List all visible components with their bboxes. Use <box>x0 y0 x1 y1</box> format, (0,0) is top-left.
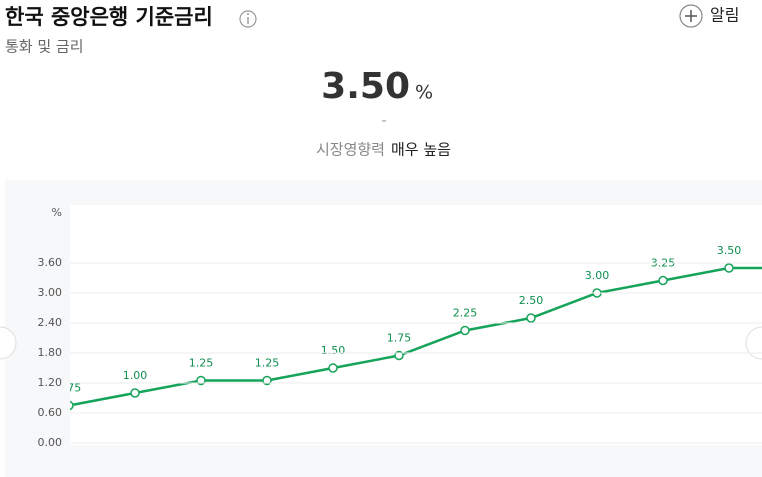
y-tick-label: 0.60 <box>38 406 63 419</box>
point <box>526 313 536 323</box>
title: 한국 중앙은행 기준금리 <box>5 5 213 29</box>
next-arrow[interactable] <box>745 326 762 360</box>
alert-button[interactable]: 알림 <box>679 4 739 28</box>
point <box>460 325 470 336</box>
data-label: 1.50 <box>321 344 346 357</box>
data-label: 1.00 <box>123 369 148 382</box>
data-label: 0.75 <box>57 382 82 395</box>
y-tick-label: 0.00 <box>38 436 63 449</box>
y-axis-label: % <box>52 206 62 219</box>
point <box>328 363 338 373</box>
data-label: 3.00 <box>585 269 610 282</box>
prev-arrow[interactable] <box>0 326 17 360</box>
data-label: 1.25 <box>255 357 280 370</box>
impact-label: 시장영향력 <box>316 141 385 159</box>
current-unit: % <box>415 82 433 104</box>
impact-value: 매우 높음 <box>391 141 451 159</box>
y-tick-label: 2.40 <box>38 316 63 329</box>
info-icon[interactable] <box>239 10 257 28</box>
y-tick-label: 3.00 <box>38 286 63 299</box>
data-label: 2.25 <box>453 307 478 320</box>
point <box>70 400 74 411</box>
y-tick-label: 1.80 <box>38 346 63 359</box>
alert-label: 알림 <box>710 6 739 25</box>
change: - <box>381 113 386 129</box>
data-label: 1.75 <box>387 332 412 345</box>
current-value: 3.50 <box>321 66 410 107</box>
point <box>724 263 734 273</box>
plot-area <box>70 205 762 445</box>
point <box>130 388 140 398</box>
point <box>658 275 668 286</box>
plot: '21.10.'21.11.'22.01.'22.02.'22.04.'22.0… <box>57 244 762 411</box>
y-tick-label: 3.60 <box>38 256 63 269</box>
data-label: 2.50 <box>519 294 544 307</box>
subtitle: 통화 및 금리 <box>5 38 84 56</box>
data-label: 3.50 <box>717 244 742 257</box>
data-label: 1.25 <box>189 357 214 370</box>
y-tick-label: 1.20 <box>38 376 63 389</box>
